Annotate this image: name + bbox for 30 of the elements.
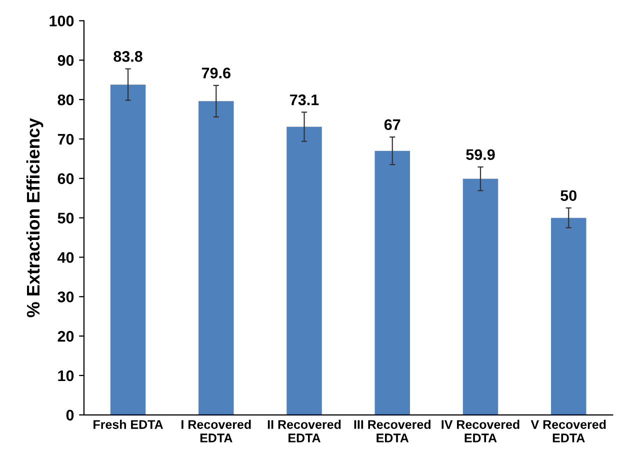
bar	[286, 126, 322, 415]
data-label: 59.9	[466, 149, 495, 160]
data-label: 50	[560, 190, 576, 202]
y-tick-label: 60	[58, 173, 74, 184]
y-tick-label: 20	[58, 330, 74, 342]
bar	[198, 101, 234, 415]
x-tick-label: II Recovered EDTA	[268, 420, 341, 442]
y-tick-label: 100	[50, 16, 74, 26]
x-tick-label: III Recovered EDTA	[354, 420, 430, 442]
y-tick-label: 10	[58, 370, 74, 382]
x-tick-label: Fresh EDTA	[94, 420, 164, 429]
bar	[110, 84, 146, 415]
data-label: 79.6	[202, 68, 230, 78]
y-tick-label: 40	[57, 252, 74, 263]
y-tick-label: 50	[58, 212, 74, 224]
x-tick-label: I Recovered EDTA	[182, 420, 251, 442]
bar	[462, 178, 498, 415]
y-tick-label: 30	[58, 292, 74, 302]
data-label: 83.8	[114, 51, 142, 62]
data-label: 67	[384, 119, 400, 130]
y-axis-title: % Extraction Efficiency	[26, 118, 44, 318]
y-tick-label: 90	[58, 55, 74, 66]
bar	[374, 150, 410, 415]
data-label: 73.1	[290, 94, 319, 106]
y-tick-label: 0	[66, 410, 74, 421]
y-tick-label: 70	[58, 134, 74, 145]
x-tick-label: V Recovered EDTA	[530, 420, 606, 442]
x-tick-label: IV Recovered EDTA	[442, 420, 520, 442]
bar	[550, 218, 586, 415]
y-tick-label: 80	[58, 94, 74, 106]
